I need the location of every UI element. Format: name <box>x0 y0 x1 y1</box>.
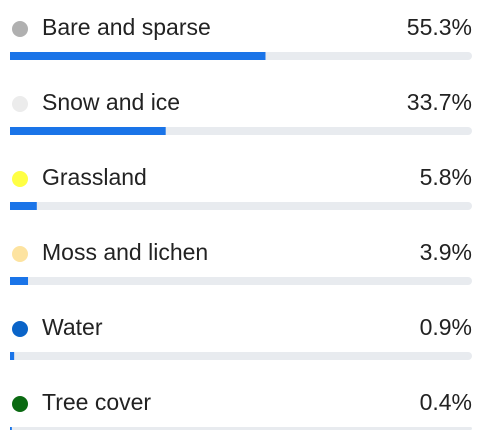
value-label: 55.3% <box>407 14 472 40</box>
value-label: 0.4% <box>420 389 472 415</box>
legend-dot <box>12 21 28 37</box>
category-label: Bare and sparse <box>42 14 211 40</box>
bar <box>10 52 266 60</box>
bar <box>10 352 15 360</box>
category-label: Snow and ice <box>42 89 180 115</box>
legend-dot <box>12 321 28 337</box>
bar <box>10 427 12 430</box>
bar <box>10 202 37 210</box>
legend-dot <box>12 171 28 187</box>
bar-track <box>10 277 472 285</box>
value-label: 0.9% <box>420 314 472 340</box>
legend-dot <box>12 246 28 262</box>
category-label: Tree cover <box>42 389 151 415</box>
bar <box>10 127 166 135</box>
bar-track <box>10 352 472 360</box>
bar-track <box>10 202 472 210</box>
bar-track <box>10 427 472 430</box>
category-label: Grassland <box>42 164 147 190</box>
bar <box>10 277 29 285</box>
legend-dot <box>12 96 28 112</box>
value-label: 5.8% <box>420 164 472 190</box>
category-label: Moss and lichen <box>42 239 208 265</box>
legend-dot <box>12 396 28 412</box>
value-label: 3.9% <box>420 239 472 265</box>
value-label: 33.7% <box>407 89 472 115</box>
category-label: Water <box>42 314 103 340</box>
